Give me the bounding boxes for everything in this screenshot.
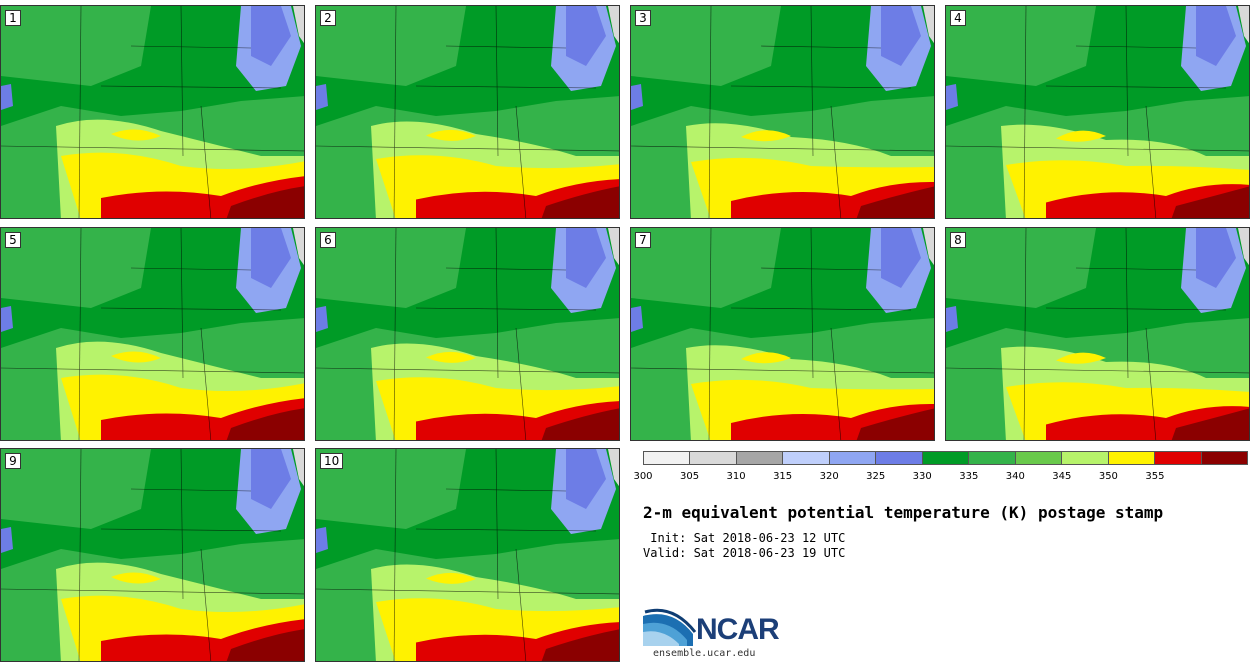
colorbar-segment [829, 452, 877, 464]
colorbar-segment [969, 452, 1016, 464]
map-panel: 10 [315, 448, 620, 662]
temperature-map [1, 228, 304, 440]
panel-number-label: 3 [635, 10, 651, 26]
panel-number-label: 7 [635, 232, 651, 248]
valid-time: Valid: Sat 2018-06-23 19 UTC [643, 546, 846, 560]
colorbar-tick-label: 345 [1052, 471, 1072, 482]
map-panel: 3 [630, 5, 935, 219]
colorbar-segment [783, 452, 830, 464]
colorbar-segment [690, 452, 737, 464]
temperature-map [1, 6, 304, 218]
panel-number-label: 8 [950, 232, 966, 248]
colorbar-segment [1062, 452, 1109, 464]
colorbar-ticks: 300 305 310 315 320 325 330 335 340 345 350 355 [633, 471, 1248, 485]
temperature-map [631, 228, 934, 440]
logo-wordmark: NCAR [696, 613, 780, 646]
colorbar-tick-label: 340 [1005, 471, 1025, 482]
colorbar-segment [876, 452, 923, 464]
map-panel: 1 [0, 5, 305, 219]
map-panel: 7 [630, 227, 935, 441]
temperature-map [316, 228, 619, 440]
colorbar-segment [1108, 452, 1156, 464]
colorbar-tick-label: 320 [819, 471, 839, 482]
map-panel: 2 [315, 5, 620, 219]
ncar-logo-icon [643, 608, 697, 646]
panel-number-label: 6 [320, 232, 336, 248]
colorbar-tick-label: 310 [726, 471, 746, 482]
colorbar-segment [1201, 452, 1248, 464]
logo-url: ensemble.ucar.edu [653, 648, 756, 659]
colorbar-segment [644, 452, 691, 464]
map-panel: 8 [945, 227, 1250, 441]
panel-number-label: 1 [5, 10, 21, 26]
colorbar-tick-label: 315 [773, 471, 793, 482]
panel-number-label: 9 [5, 453, 21, 469]
map-panel: 4 [945, 5, 1250, 219]
colorbar-segment [1155, 452, 1202, 464]
colorbar-tick-label: 335 [959, 471, 979, 482]
map-panel: 6 [315, 227, 620, 441]
colorbar-tick-label: 300 [633, 471, 653, 482]
panel-number-label: 2 [320, 10, 336, 26]
colorbar-tick-label: 305 [679, 471, 700, 482]
init-time: Init: Sat 2018-06-23 12 UTC [643, 531, 846, 545]
temperature-map [946, 228, 1249, 440]
colorbar-segment [922, 452, 970, 464]
map-panel: 5 [0, 227, 305, 441]
colorbar [643, 451, 1248, 465]
map-panel: 9 [0, 448, 305, 662]
colorbar-tick-label: 350 [1098, 471, 1118, 482]
temperature-map [316, 6, 619, 218]
plot-title: 2-m equivalent potential temperature (K)… [643, 503, 1164, 522]
panel-number-label: 10 [320, 453, 344, 469]
colorbar-tick-label: 330 [912, 471, 932, 482]
colorbar-segment [1015, 452, 1063, 464]
temperature-map [1, 449, 304, 661]
panel-number-label: 4 [950, 10, 966, 26]
temperature-map [631, 6, 934, 218]
panel-number-label: 5 [5, 232, 21, 248]
temperature-map [316, 449, 619, 661]
colorbar-segment [736, 452, 784, 464]
temperature-map [946, 6, 1249, 218]
colorbar-tick-label: 355 [1145, 471, 1165, 482]
colorbar-tick-label: 325 [866, 471, 886, 482]
